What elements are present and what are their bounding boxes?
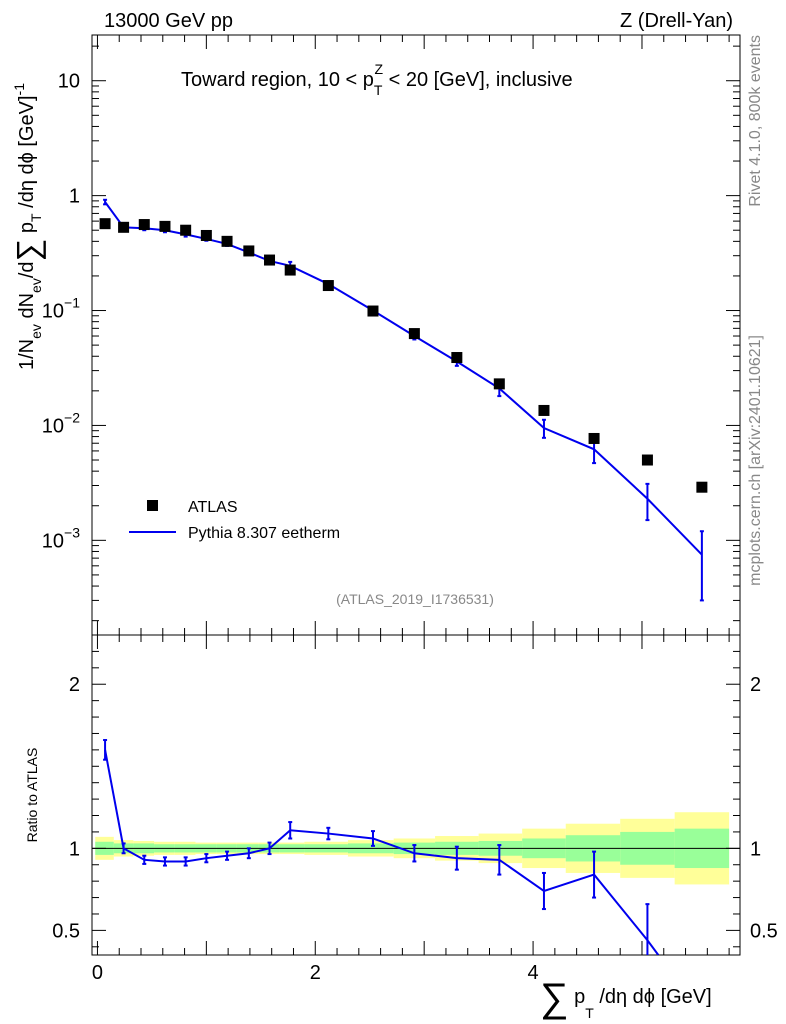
y-tick-label: 10−3 — [42, 524, 80, 552]
legend: ATLAS Pythia 8.307 eetherm — [129, 499, 340, 542]
ylabel-d: p — [16, 222, 38, 239]
atlas-point — [180, 224, 192, 236]
ratio-y-tick-label: 1 — [69, 838, 80, 860]
legend-atlas-label: ATLAS — [188, 499, 238, 516]
x-tick-label: 2 — [310, 962, 321, 984]
y-tick-label: 10−2 — [42, 409, 80, 437]
atlas-point — [588, 432, 600, 444]
title-post: < 20 [GeV], inclusive — [383, 69, 573, 91]
analysis-id: (ATLAS_2019_I1736531) — [336, 591, 494, 607]
ylabel-b: dN — [16, 293, 38, 324]
main-axis-ticks — [92, 35, 740, 635]
x-tick-label: 0 — [92, 962, 103, 984]
title-sup: Z — [374, 61, 383, 77]
ratio-y-tick-label: 2 — [69, 674, 80, 696]
atlas-point — [99, 218, 111, 230]
atlas-point — [451, 352, 463, 364]
xlabel-sum: ∑ — [540, 976, 569, 1020]
legend-atlas-marker — [147, 500, 158, 511]
atlas-point — [118, 221, 130, 233]
title-sub: T — [374, 82, 383, 98]
atlas-point — [322, 280, 334, 292]
atlas-point — [408, 328, 420, 340]
ratio-plot-frame — [91, 634, 741, 956]
main-y-axis-label: 1/Nev dNev/d∑ pT /dη dϕ [GeV]-1 — [10, 83, 46, 370]
xlabel-rest: /dη dϕ [GeV] — [594, 986, 712, 1008]
x-tick-label: 4 — [528, 962, 539, 984]
ylabel-a: 1/N — [16, 339, 38, 370]
atlas-point — [264, 254, 276, 266]
atlas-point — [159, 220, 171, 232]
xlabel-p-sub: T — [585, 1005, 594, 1021]
ylabel-b-sub: ev — [28, 278, 44, 293]
energy-label: 13000 GeV pp — [104, 10, 233, 32]
ylabel-sum: ∑ — [10, 239, 46, 262]
ylabel-c: /d — [16, 261, 38, 278]
atlas-point — [284, 264, 296, 276]
atlas-point — [138, 219, 150, 231]
ratio-y-tick-label-right: 2 — [750, 674, 761, 696]
atlas-point — [243, 245, 255, 257]
y-tick-label: 10 — [58, 71, 80, 93]
main-panel: 10 1 10−1 10−2 10−3 Toward region, 10 < pTZ … — [10, 34, 741, 636]
xlabel-p: p — [569, 986, 586, 1008]
atlas-point — [200, 229, 212, 241]
rivet-label: Rivet 4.1.0, 800k events — [747, 35, 764, 207]
ratio-y-tick-label-right: 1 — [750, 838, 761, 860]
plot-title: Toward region, 10 < pTZ < 20 [GeV], incl… — [181, 61, 573, 98]
y-tick-label: 10−1 — [42, 295, 80, 323]
ylabel-e: /dη dϕ [GeV] — [16, 95, 38, 213]
x-axis-label: ∑ pT /dη dϕ [GeV] — [540, 976, 712, 1021]
ratio-y-axis-label: Ratio to ATLAS — [24, 748, 40, 843]
title-pre: Toward region, 10 < p — [181, 69, 374, 91]
process-label: Z (Drell-Yan) — [620, 10, 733, 32]
main-y-tick-labels: 10 1 10−1 10−2 10−3 — [42, 71, 80, 553]
main-plot-data — [99, 198, 708, 602]
atlas-point — [641, 454, 653, 466]
ratio-y-tick-label-right: 0.5 — [750, 920, 778, 942]
atlas-point — [538, 404, 550, 416]
ratio-y-tick-labels: 0.5 0.5 1 1 2 2 — [52, 674, 778, 942]
atlas-point — [493, 378, 505, 390]
ratio-plot-data — [92, 739, 740, 955]
ratio-axis-ticks — [92, 634, 740, 955]
ylabel-a-sub: ev — [28, 324, 44, 339]
ratio-x-tick-labels: 0 2 4 — [92, 962, 539, 984]
atlas-point — [221, 235, 233, 247]
mcplots-label: mcplots.cern.ch [arXiv:2401.10621] — [747, 335, 764, 586]
ratio-panel: 0.5 0.5 1 1 2 2 0 2 4 Ratio to ATLAS ∑ pT /dη d… — [24, 634, 778, 1021]
ylabel-e-sup: -1 — [11, 83, 27, 96]
ylabel-d-sub: T — [28, 213, 44, 222]
atlas-point — [367, 305, 379, 317]
atlas-point — [696, 481, 708, 493]
y-tick-label: 1 — [69, 186, 80, 208]
ratio-y-tick-label: 0.5 — [52, 920, 80, 942]
legend-pythia-label: Pythia 8.307 eetherm — [188, 525, 340, 542]
